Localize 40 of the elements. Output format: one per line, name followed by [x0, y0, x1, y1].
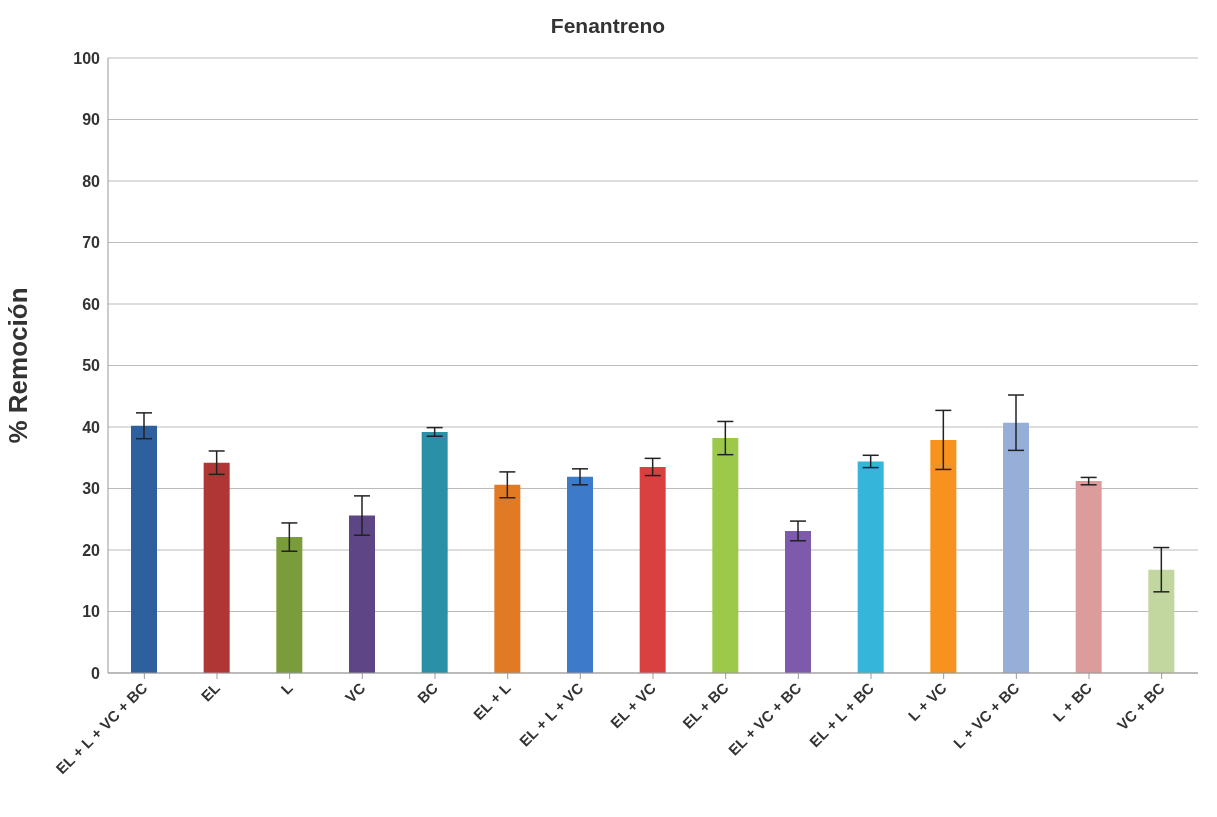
y-tick-label: 80 — [82, 172, 101, 190]
x-tick-label: EL + L + BC — [805, 678, 878, 751]
y-tick-label: 40 — [82, 418, 101, 436]
bar — [203, 462, 230, 673]
y-tick-label: 20 — [82, 541, 101, 559]
y-tick-label: 100 — [73, 49, 101, 67]
y-tick-label: 90 — [82, 111, 101, 129]
x-tick-label: EL — [197, 679, 224, 705]
y-tick-label: 50 — [82, 357, 101, 375]
x-tick-label: EL + L + VC — [515, 678, 587, 750]
bar — [1003, 422, 1029, 673]
y-tick-label: 60 — [82, 295, 101, 313]
bar — [930, 439, 957, 673]
x-tick-label: L — [277, 679, 296, 698]
x-tick-label: VC + BC — [1113, 678, 1168, 734]
y-tick-label: 10 — [82, 603, 101, 621]
x-tick-label: EL + BC — [679, 678, 732, 732]
x-tick-label: L + BC — [1049, 678, 1096, 725]
chart-title: Fenantreno — [549, 13, 667, 39]
bar — [712, 438, 739, 673]
x-tick-label: L + VC + BC — [949, 678, 1023, 752]
y-tick-label: 70 — [82, 234, 101, 252]
bar — [349, 515, 375, 673]
bar — [785, 530, 811, 673]
x-tick-label: BC — [413, 678, 442, 707]
y-tick-label: 30 — [82, 480, 101, 498]
x-tick-label: EL + VC — [606, 678, 660, 732]
x-tick-label: EL + L — [469, 679, 514, 724]
bar — [421, 431, 448, 673]
x-tick-label: VC — [341, 678, 369, 706]
bar — [1148, 569, 1175, 673]
bar — [494, 484, 521, 673]
bar — [857, 461, 884, 673]
bar — [1075, 481, 1102, 673]
bar — [639, 466, 666, 673]
y-axis-title: % Remoción — [3, 287, 34, 444]
bar — [131, 425, 157, 673]
x-tick-label: L + VC — [904, 678, 950, 725]
bar — [276, 537, 303, 673]
bar — [567, 476, 593, 673]
